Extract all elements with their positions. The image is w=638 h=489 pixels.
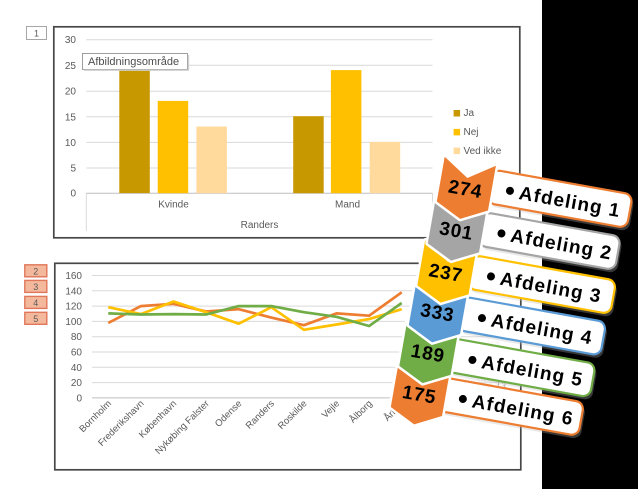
svg-text:1: 1 xyxy=(34,29,39,39)
svg-text:20: 20 xyxy=(71,378,83,389)
svg-text:4: 4 xyxy=(33,298,38,308)
svg-text:20: 20 xyxy=(65,87,77,98)
svg-text:0: 0 xyxy=(76,393,82,404)
svg-text:0: 0 xyxy=(70,189,76,200)
svg-text:5: 5 xyxy=(70,164,76,175)
svg-text:25: 25 xyxy=(65,61,77,72)
svg-text:160: 160 xyxy=(65,271,82,282)
svg-text:5: 5 xyxy=(33,314,38,324)
svg-text:140: 140 xyxy=(65,286,82,297)
svg-text:Kvartal 3: Kvartal 3 xyxy=(465,377,501,387)
svg-text:15: 15 xyxy=(65,112,77,123)
svg-text:40: 40 xyxy=(71,363,83,374)
svg-text:Mand: Mand xyxy=(335,200,360,211)
svg-text:Ja: Ja xyxy=(464,108,475,119)
svg-text:Nej: Nej xyxy=(464,127,479,138)
svg-text:Kvinde: Kvinde xyxy=(158,200,189,211)
svg-text:Afbildningsområde: Afbildningsområde xyxy=(88,56,179,68)
svg-text:Ved ikke: Ved ikke xyxy=(464,146,502,157)
svg-text:30: 30 xyxy=(65,35,77,46)
svg-text:80: 80 xyxy=(71,332,83,343)
svg-text:l 3: l 3 xyxy=(497,380,507,390)
svg-text:10: 10 xyxy=(65,138,77,149)
svg-text:Randers: Randers xyxy=(241,220,279,231)
svg-text:3: 3 xyxy=(33,282,38,292)
svg-text:60: 60 xyxy=(71,348,83,359)
svg-text:120: 120 xyxy=(65,302,82,313)
svg-text:100: 100 xyxy=(65,317,82,328)
svg-text:2: 2 xyxy=(33,266,38,276)
